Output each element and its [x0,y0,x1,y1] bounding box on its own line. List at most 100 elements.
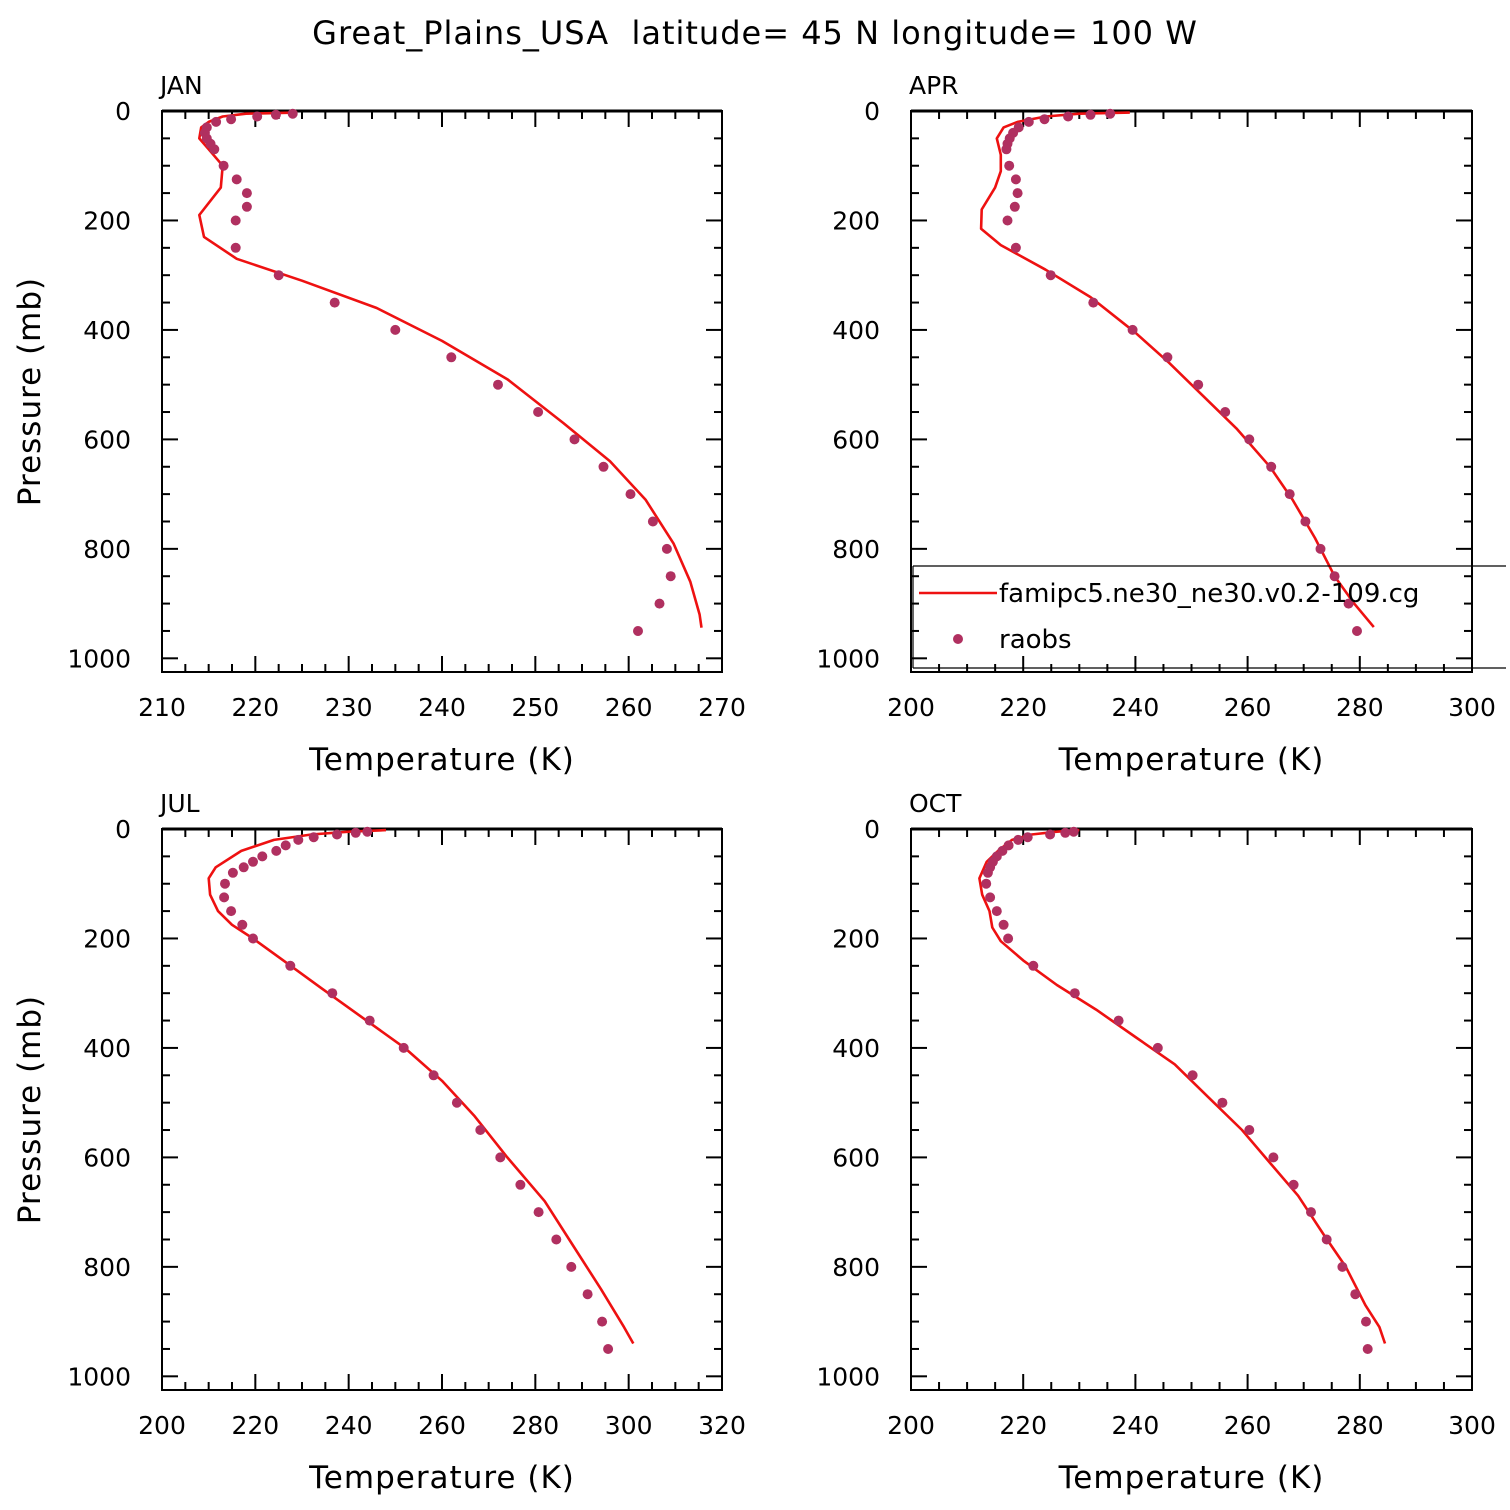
y-tick-label: 200 [832,206,880,235]
obs-point [1039,114,1050,125]
obs-point [1288,1179,1299,1190]
obs-point [475,1125,486,1135]
x-tick-label: 260 [418,1411,466,1440]
x-tick-label: 280 [1336,1411,1384,1440]
obs-point [220,878,230,889]
obs-point [1321,1234,1332,1245]
x-tick-label: 280 [511,1411,559,1440]
obs-point [241,201,252,212]
obs-point [1009,201,1020,212]
y-tick-label: 200 [83,924,131,953]
obs-point [237,919,248,930]
x-tick-label: 300 [605,1411,653,1440]
x-tick-label: 300 [1448,1411,1496,1440]
obs-point [1362,1344,1373,1354]
x-tick-label: 260 [1224,693,1272,722]
obs-point [665,571,676,582]
x-tick-label: 240 [1112,693,1160,722]
obs-point [566,1261,577,1272]
x-tick-label: 220 [999,693,1047,722]
obs-point [1352,626,1362,636]
obs-point [226,906,237,917]
obs-point [495,1152,506,1163]
obs-point [515,1179,526,1190]
obs-point [270,109,281,120]
obs-point [209,144,220,155]
x-tick-label: 240 [1112,1411,1160,1440]
obs-point [1193,379,1204,390]
obs-point [1361,1316,1371,1327]
obs-point [1088,297,1099,308]
obs-point [1127,324,1138,335]
obs-point [1013,834,1024,845]
obs-point [1010,242,1021,253]
y-tick-label: 600 [832,1143,880,1172]
legend-obs-label: raobs [999,625,1072,655]
obs-point [1060,827,1071,838]
obs-point [273,270,284,281]
obs-point [1012,188,1023,199]
obs-point [1300,516,1311,527]
obs-point [597,1316,608,1327]
obs-point [271,845,282,856]
obs-point [227,867,238,878]
panel-jan: JAN 210 220 230 240 250 260 270 0 200 400 600 800 100… [12,71,746,778]
obs-point [1162,352,1173,363]
obs-point [1001,144,1012,155]
x-tick-label: 250 [511,693,559,722]
y-tick-label: 400 [83,1034,131,1063]
obs-point [661,543,672,554]
obs-point [1329,571,1340,582]
figure-title: Great_Plains_USA latitude= 45 N longitud… [312,14,1198,52]
obs-point [218,160,229,171]
obs-point [1244,1125,1255,1135]
obs-point [252,111,263,122]
obs-point [533,1207,544,1218]
y-axis-label: Pressure (mb) [12,995,48,1224]
obs-point [1306,1207,1316,1218]
obs-point [1069,988,1080,999]
obs-point [991,906,1002,917]
x-axis-label: Temperature (K) [1058,742,1325,778]
obs-point [285,960,296,971]
x-tick-label: 200 [138,1411,186,1440]
obs-point [598,461,609,472]
y-tick-label: 0 [115,97,131,126]
x-axis-label: Temperature (K) [1058,1460,1325,1496]
x-tick-label: 320 [698,1411,746,1440]
x-tick-label: 220 [999,1411,1047,1440]
obs-point [1220,407,1231,417]
y-axis-label: Pressure (mb) [12,277,48,506]
obs-point [398,1042,409,1053]
y-tick-label: 0 [864,97,880,126]
obs-point [350,827,361,838]
obs-point [1010,174,1021,185]
obs-point [257,851,268,862]
x-tick-label: 200 [887,693,935,722]
y-tick-label: 1000 [67,644,131,673]
obs-point [551,1234,562,1245]
x-tick-label: 280 [1336,693,1384,722]
obs-point [287,108,298,119]
obs-point [1284,489,1295,500]
obs-point [1023,116,1034,127]
obs-point [1063,111,1074,122]
panel-title: APR [909,71,959,100]
panel-title: JUL [158,789,200,818]
obs-point [241,188,252,199]
x-axis-label: Temperature (K) [308,1460,575,1496]
x-tick-label: 240 [418,693,466,722]
x-tick-label: 220 [231,693,279,722]
obs-point [647,516,658,527]
obs-point [1105,108,1116,119]
obs-point [364,1015,375,1026]
y-tick-label: 200 [83,206,131,235]
obs-point [230,242,241,253]
obs-point [982,867,993,878]
obs-point [654,598,665,609]
x-tick-label: 260 [1224,1411,1272,1440]
x-tick-label: 300 [1448,693,1496,722]
obs-point [633,626,643,636]
obs-point [390,324,401,335]
